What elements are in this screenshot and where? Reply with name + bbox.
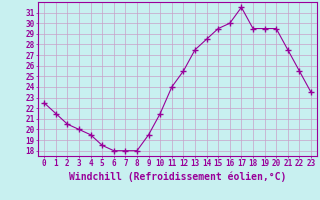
X-axis label: Windchill (Refroidissement éolien,°C): Windchill (Refroidissement éolien,°C) (69, 171, 286, 182)
